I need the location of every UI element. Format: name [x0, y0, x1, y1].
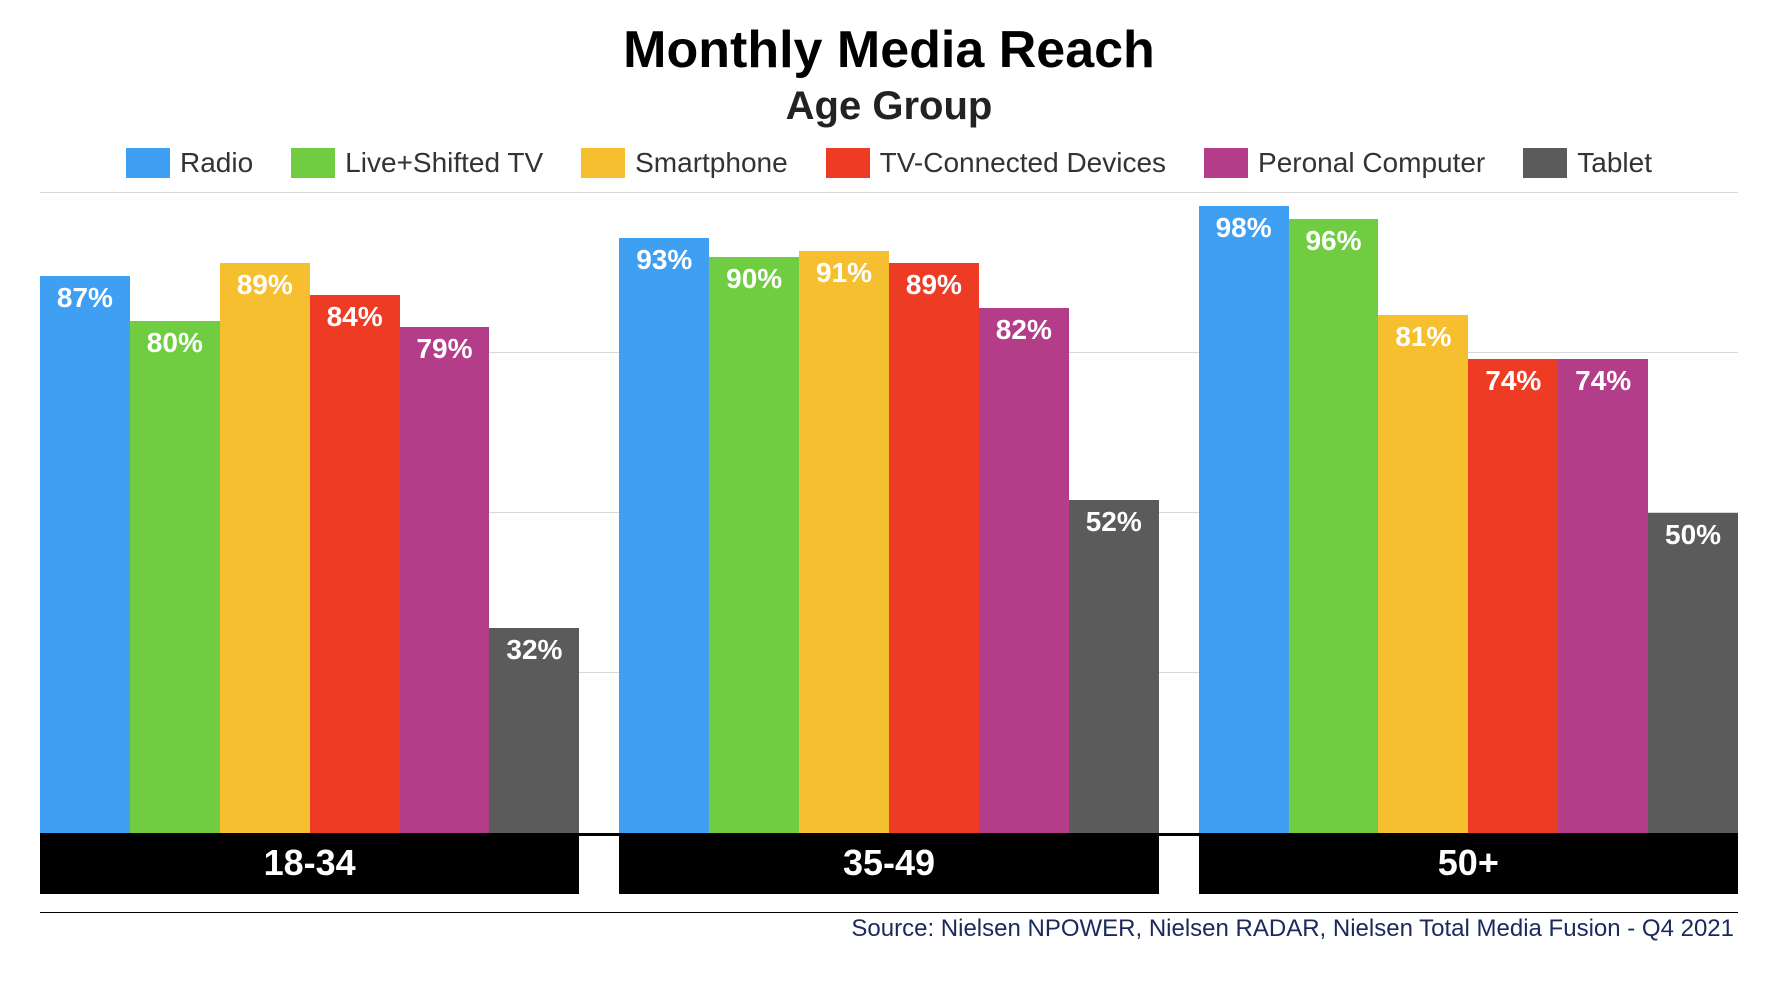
x-axis-label: 18-34: [40, 836, 579, 894]
bar-value-label: 74%: [1575, 365, 1631, 397]
bar-value-label: 89%: [906, 269, 962, 301]
bar-value-label: 91%: [816, 257, 872, 289]
bar-connected: 84%: [310, 295, 400, 833]
bar-group: 98% 96% 81% 74% 74% 50%: [1199, 206, 1738, 833]
bar-pc: 74%: [1558, 359, 1648, 833]
legend-swatch: [581, 148, 625, 178]
legend-label: Radio: [180, 147, 253, 179]
media-reach-chart: Monthly Media Reach Age Group Radio Live+…: [0, 0, 1778, 992]
bar-radio: 93%: [619, 238, 709, 833]
bar-value-label: 84%: [327, 301, 383, 333]
x-axis-label: 50+: [1199, 836, 1738, 894]
bar-pc: 82%: [979, 308, 1069, 833]
legend-item-tablet: Tablet: [1523, 147, 1652, 179]
bar-radio: 98%: [1199, 206, 1289, 833]
bar-tv: 96%: [1289, 219, 1379, 833]
bar-pc: 79%: [400, 327, 490, 833]
legend-swatch: [1523, 148, 1567, 178]
legend-item-tv: Live+Shifted TV: [291, 147, 543, 179]
bar-value-label: 79%: [416, 333, 472, 365]
bar-value-label: 82%: [996, 314, 1052, 346]
bar-value-label: 87%: [57, 282, 113, 314]
legend-swatch: [826, 148, 870, 178]
legend-label: Peronal Computer: [1258, 147, 1485, 179]
bar-value-label: 90%: [726, 263, 782, 295]
legend: Radio Live+Shifted TV Smartphone TV-Connect…: [40, 147, 1738, 179]
legend-item-smartphone: Smartphone: [581, 147, 788, 179]
legend-swatch: [1204, 148, 1248, 178]
bar-value-label: 93%: [636, 244, 692, 276]
bar-value-label: 81%: [1395, 321, 1451, 353]
bar-group: 87% 80% 89% 84% 79% 32%: [40, 263, 579, 833]
legend-item-radio: Radio: [126, 147, 253, 179]
bar-tablet: 50%: [1648, 513, 1738, 833]
bar-tv: 90%: [709, 257, 799, 833]
legend-swatch: [291, 148, 335, 178]
bar-value-label: 74%: [1485, 365, 1541, 397]
legend-label: Tablet: [1577, 147, 1652, 179]
chart-subtitle: Age Group: [40, 84, 1738, 129]
source-row: Source: Nielsen NPOWER, Nielsen RADAR, N…: [40, 912, 1738, 943]
bar-value-label: 50%: [1665, 519, 1721, 551]
x-axis-labels: 18-34 35-49 50+: [40, 836, 1738, 894]
plot-area: 87%80%89%84%79%32%93%90%91%89%82%52%98%9…: [40, 193, 1738, 833]
legend-item-connected: TV-Connected Devices: [826, 147, 1166, 179]
bar-group: 93% 90% 91% 89% 82% 52%: [619, 238, 1158, 833]
bar-smartphone: 89%: [220, 263, 310, 833]
chart-title: Monthly Media Reach: [40, 20, 1738, 80]
source-text: Source: Nielsen NPOWER, Nielsen RADAR, N…: [851, 915, 1734, 942]
bar-smartphone: 91%: [799, 251, 889, 833]
bar-value-label: 98%: [1216, 212, 1272, 244]
bar-tv: 80%: [130, 321, 220, 833]
bar-value-label: 96%: [1305, 225, 1361, 257]
bar-radio: 87%: [40, 276, 130, 833]
bar-value-label: 80%: [147, 327, 203, 359]
bar-groups: 87%80%89%84%79%32%93%90%91%89%82%52%98%9…: [40, 193, 1738, 833]
bar-connected: 74%: [1468, 359, 1558, 833]
legend-label: Smartphone: [635, 147, 788, 179]
bar-smartphone: 81%: [1378, 315, 1468, 833]
bar-value-label: 32%: [506, 634, 562, 666]
bar-tablet: 32%: [489, 628, 579, 833]
legend-item-pc: Peronal Computer: [1204, 147, 1485, 179]
bar-value-label: 89%: [237, 269, 293, 301]
x-axis-label: 35-49: [619, 836, 1158, 894]
bar-tablet: 52%: [1069, 500, 1159, 833]
legend-swatch: [126, 148, 170, 178]
bar-value-label: 52%: [1086, 506, 1142, 538]
legend-label: Live+Shifted TV: [345, 147, 543, 179]
bar-connected: 89%: [889, 263, 979, 833]
legend-label: TV-Connected Devices: [880, 147, 1166, 179]
